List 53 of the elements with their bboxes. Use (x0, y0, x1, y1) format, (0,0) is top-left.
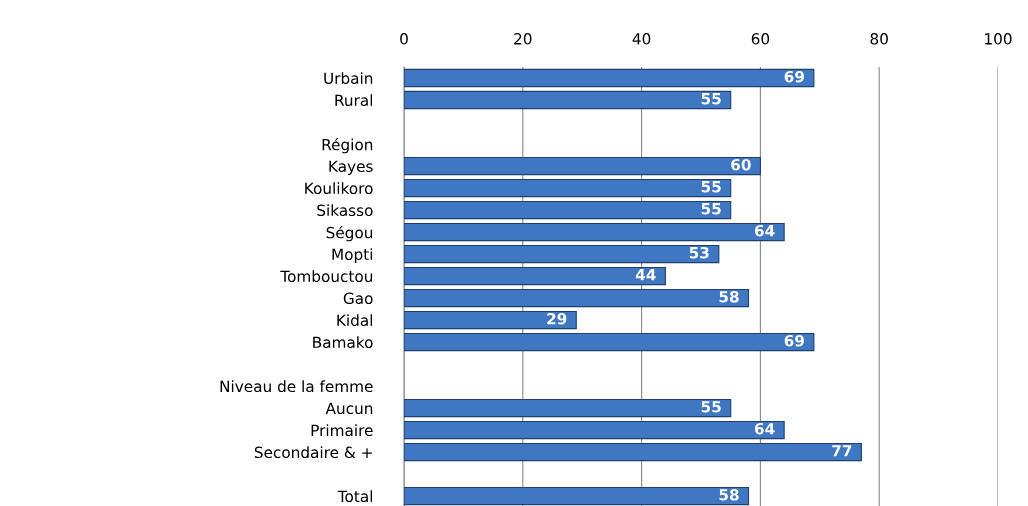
y-tick-label: Tombouctou (280, 270, 373, 283)
data-label: 55 (701, 401, 721, 413)
data-label: 55 (701, 181, 721, 193)
data-label: 55 (701, 93, 721, 105)
bar (404, 266, 666, 286)
y-tick-label: Aucun (325, 402, 373, 415)
data-label: 53 (689, 246, 709, 259)
bar (404, 68, 815, 88)
y-tick-label: Koulikoro (305, 182, 373, 195)
data-label: 44 (635, 269, 656, 281)
data-label: 69 (784, 70, 804, 83)
y-tick-label: Niveau de la femme (220, 380, 373, 393)
bar (404, 442, 862, 462)
bar (404, 90, 732, 110)
bar (404, 486, 750, 506)
bar (404, 156, 761, 176)
y-tick-label: Rural (335, 94, 373, 107)
bar (404, 332, 815, 352)
y-tick-label: Ségou (326, 225, 373, 242)
data-label: 29 (547, 312, 567, 325)
bar (404, 178, 732, 198)
data-label: 60 (731, 158, 751, 171)
bar (404, 244, 720, 264)
bar (404, 288, 750, 308)
bar (404, 310, 577, 330)
y-tick-label: Sikasso (317, 204, 373, 217)
x-tick-label: 80 (870, 33, 888, 45)
y-tick-label: Kayes (329, 160, 373, 175)
bar (404, 222, 785, 242)
y-tick-label: Urbain (324, 72, 373, 85)
y-tick-label: Primaire (311, 424, 373, 437)
bar (404, 398, 732, 418)
data-label: 77 (832, 445, 852, 457)
data-label: 58 (719, 290, 739, 303)
y-tick-label: Kidal (337, 314, 373, 327)
y-tick-label: Total (337, 490, 373, 503)
y-tick-label: Secondaire & + (254, 446, 372, 459)
x-tick-label: 0 (400, 33, 408, 45)
x-tick-label: 100 (985, 33, 1012, 45)
x-tick-label: 40 (632, 33, 651, 45)
data-label: 64 (754, 422, 775, 435)
data-label: 64 (754, 224, 775, 237)
y-tick-label: Bamako (313, 336, 373, 349)
bar (404, 420, 785, 440)
bar (404, 200, 732, 220)
y-tick-label: Région (322, 137, 373, 154)
data-label: 58 (719, 488, 739, 501)
y-tick-label: Gao (343, 292, 373, 305)
data-label: 55 (701, 203, 721, 215)
data-label: 69 (784, 334, 804, 347)
x-tick-label: 20 (514, 33, 532, 45)
x-tick-label: 60 (751, 33, 770, 45)
y-tick-label: Mopti (332, 248, 373, 264)
